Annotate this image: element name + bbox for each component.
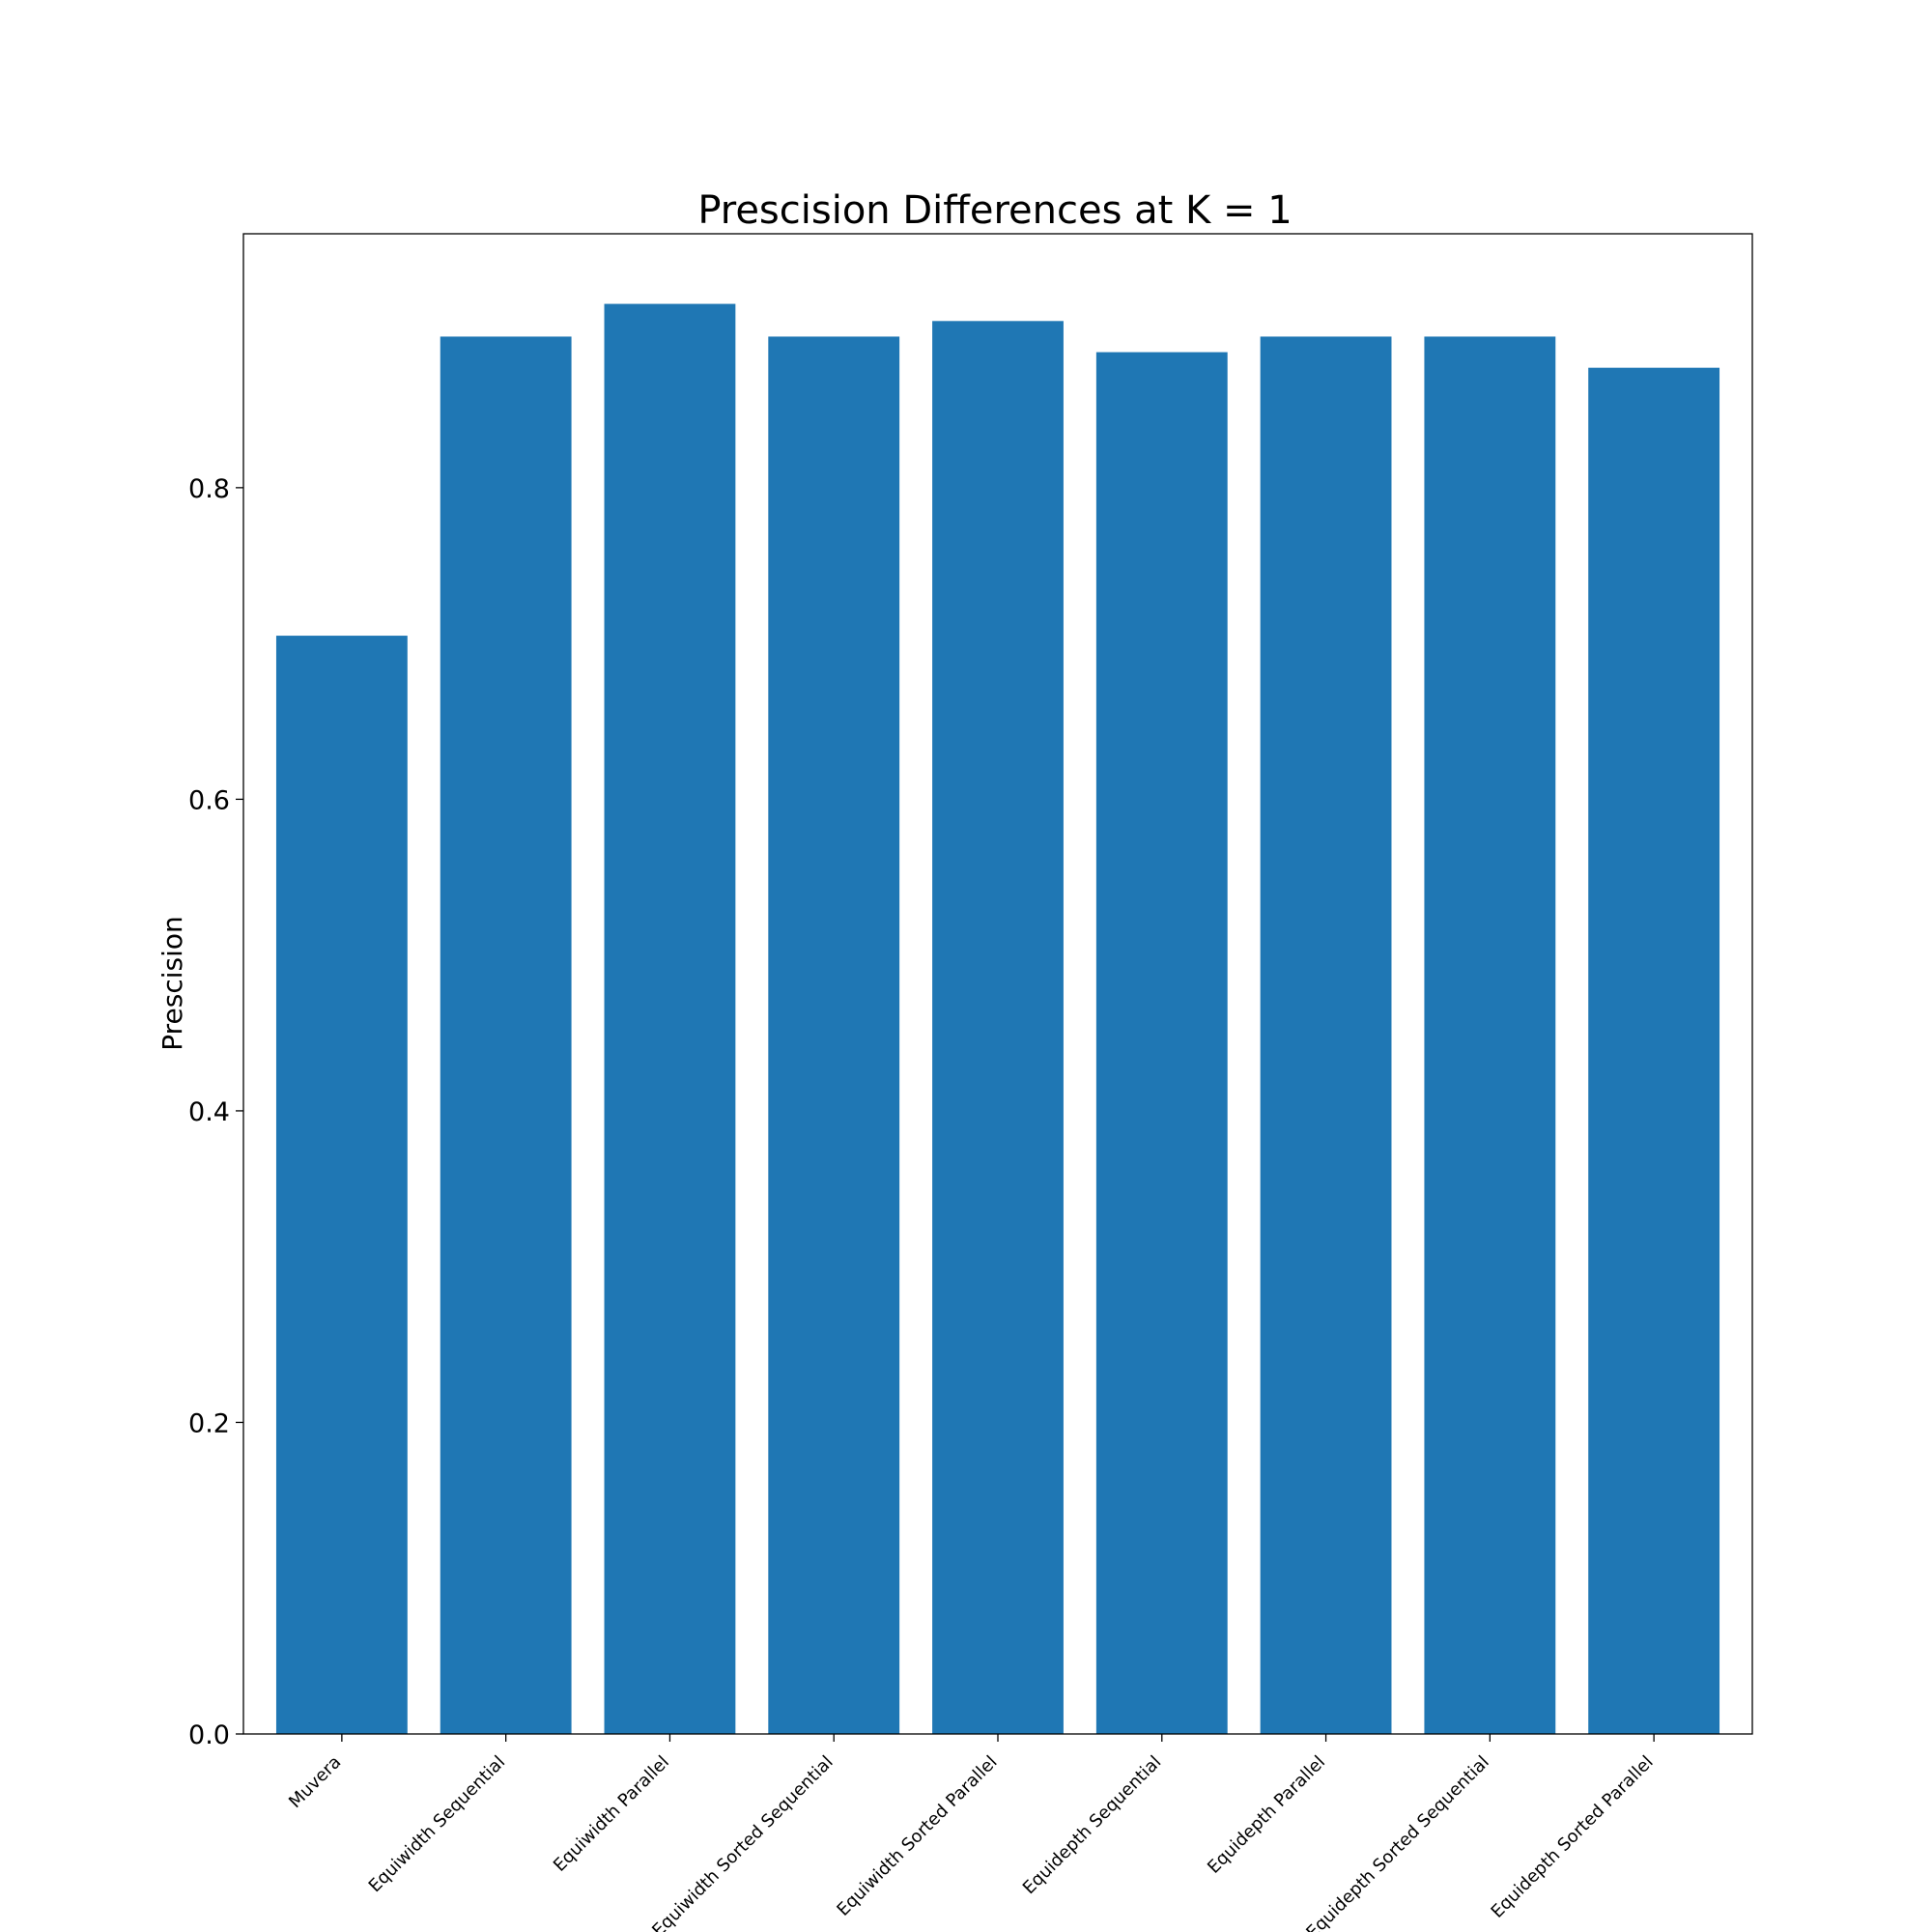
bar-equiwidth-sorted-sequential bbox=[768, 336, 900, 1734]
x-axis: Muvera Equiwidth Sequential Equiwidth Para… bbox=[285, 1734, 1658, 1932]
x-tick-label: Equiwidth Parallel bbox=[550, 1752, 673, 1876]
x-tick-label: Equidepth Parallel bbox=[1204, 1752, 1329, 1878]
bar-equiwidth-sorted-parallel bbox=[932, 321, 1064, 1734]
y-tick-label: 0.8 bbox=[188, 474, 230, 504]
y-tick-label: 0.2 bbox=[188, 1408, 230, 1438]
x-tick-label: Equiwidth Sequential bbox=[365, 1752, 510, 1897]
y-tick-label: 0.4 bbox=[188, 1097, 230, 1127]
y-tick-label: 0.6 bbox=[188, 785, 230, 815]
x-tick-label: Muvera bbox=[285, 1752, 345, 1812]
x-tick-label: Equiwidth Sorted Parallel bbox=[833, 1752, 1001, 1920]
y-axis: 0.0 0.2 0.4 0.6 0.8 bbox=[188, 474, 243, 1750]
x-tick-label: Equiwidth Sorted Sequential bbox=[648, 1752, 838, 1932]
x-tick-label: Equidepth Sorted Sequential bbox=[1302, 1752, 1493, 1932]
bar-equiwidth-sequential bbox=[440, 336, 572, 1734]
x-tick-label: Equidepth Sorted Parallel bbox=[1488, 1752, 1658, 1922]
bar-equidepth-sequential bbox=[1095, 352, 1228, 1734]
bar-equidepth-sorted-parallel bbox=[1588, 367, 1720, 1735]
bars-layer bbox=[275, 303, 1720, 1735]
bar-equidepth-sorted-sequential bbox=[1424, 336, 1556, 1734]
y-axis-label: Prescision bbox=[156, 916, 188, 1051]
chart-title: Prescision Differences at K = 1 bbox=[697, 188, 1292, 233]
bar-muvera bbox=[275, 636, 408, 1734]
bar-equidepth-parallel bbox=[1260, 336, 1392, 1734]
bar-equiwidth-parallel bbox=[604, 303, 736, 1735]
x-tick-label: Equidepth Sequential bbox=[1019, 1752, 1165, 1898]
y-tick-label: 0.0 bbox=[188, 1720, 230, 1750]
